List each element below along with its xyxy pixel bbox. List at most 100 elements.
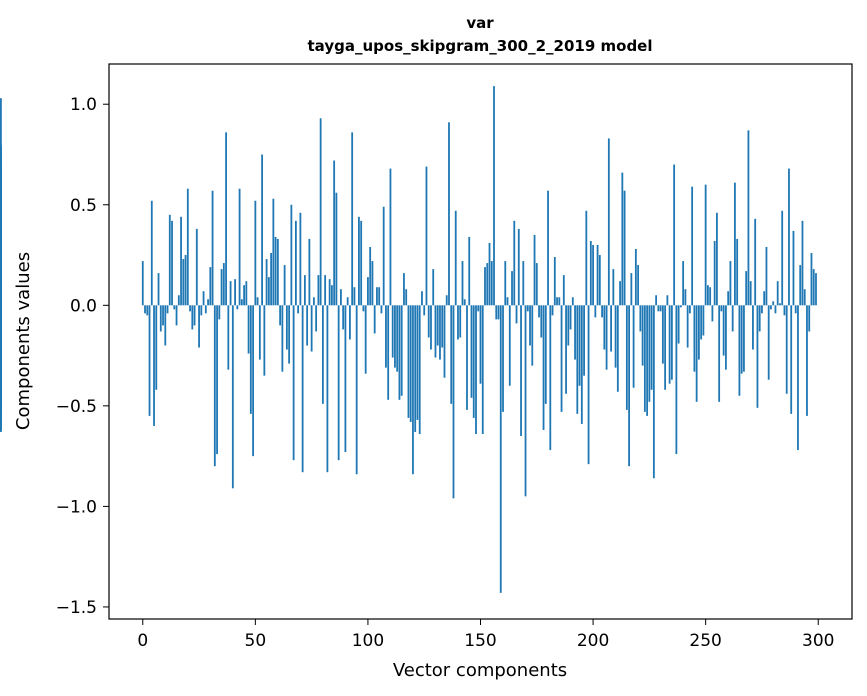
bar bbox=[810, 253, 813, 306]
bar bbox=[207, 299, 209, 306]
bar bbox=[668, 305, 671, 384]
bar bbox=[614, 305, 617, 368]
bar bbox=[182, 259, 185, 306]
y-tick-label: −1.0 bbox=[56, 497, 97, 517]
bar bbox=[508, 305, 511, 386]
bar bbox=[166, 305, 169, 314]
bar bbox=[445, 295, 448, 306]
bar bbox=[475, 305, 477, 434]
y-tick-label: −1.5 bbox=[56, 598, 97, 618]
bar bbox=[175, 305, 178, 326]
bar bbox=[414, 305, 417, 432]
bar bbox=[596, 244, 599, 306]
bar bbox=[763, 291, 766, 306]
bar bbox=[364, 305, 367, 374]
bar bbox=[229, 281, 232, 306]
bar bbox=[378, 287, 381, 306]
bar bbox=[524, 305, 527, 497]
bar bbox=[774, 305, 777, 314]
bar bbox=[490, 261, 493, 306]
bar bbox=[686, 305, 689, 348]
bar bbox=[657, 305, 660, 312]
bar bbox=[583, 305, 585, 376]
bar bbox=[315, 305, 318, 332]
bar bbox=[394, 305, 396, 368]
bar bbox=[643, 305, 646, 412]
bar bbox=[630, 273, 633, 306]
bar bbox=[743, 305, 745, 372]
bar bbox=[270, 253, 273, 306]
bar bbox=[806, 305, 808, 416]
bar bbox=[204, 305, 207, 314]
bar bbox=[423, 305, 426, 316]
bar bbox=[565, 305, 567, 394]
bar bbox=[198, 305, 200, 348]
bar bbox=[321, 305, 324, 404]
bar bbox=[792, 230, 795, 306]
bar bbox=[736, 238, 739, 306]
bar bbox=[351, 132, 354, 306]
bar bbox=[688, 305, 691, 314]
bar bbox=[389, 168, 392, 306]
bar bbox=[655, 295, 658, 306]
bar bbox=[353, 287, 356, 306]
bar bbox=[484, 267, 486, 306]
bar bbox=[729, 261, 732, 306]
bar bbox=[511, 271, 513, 306]
bar bbox=[560, 305, 563, 412]
bar bbox=[754, 218, 757, 306]
bar bbox=[711, 305, 714, 322]
bar bbox=[331, 285, 333, 306]
bar bbox=[731, 305, 734, 332]
bar bbox=[432, 269, 435, 306]
bar bbox=[673, 164, 676, 306]
bar bbox=[781, 210, 784, 306]
bar bbox=[803, 289, 806, 306]
bar bbox=[421, 291, 423, 306]
bar bbox=[448, 122, 450, 306]
bar bbox=[171, 220, 173, 306]
bar bbox=[549, 305, 552, 451]
bar bbox=[186, 188, 189, 306]
bar bbox=[610, 305, 612, 352]
bar bbox=[637, 265, 640, 306]
bar bbox=[738, 305, 741, 396]
bar bbox=[770, 305, 772, 310]
bar bbox=[531, 305, 534, 366]
bar bbox=[349, 305, 351, 340]
bar bbox=[587, 305, 590, 465]
bar bbox=[303, 275, 306, 306]
bar bbox=[290, 204, 293, 306]
bar bbox=[252, 305, 254, 457]
bar bbox=[574, 305, 576, 360]
bar bbox=[418, 305, 421, 434]
bar bbox=[481, 305, 484, 434]
bar bbox=[405, 289, 408, 306]
bar bbox=[589, 240, 592, 306]
bar bbox=[547, 190, 549, 306]
bar bbox=[439, 305, 441, 360]
bar bbox=[515, 305, 518, 324]
bar bbox=[150, 200, 153, 306]
bar bbox=[666, 295, 669, 306]
bar bbox=[727, 291, 730, 306]
bar bbox=[326, 305, 329, 473]
bar bbox=[337, 305, 340, 461]
bar bbox=[398, 305, 401, 400]
bar bbox=[468, 236, 471, 306]
bars-group bbox=[0, 86, 817, 593]
bar bbox=[376, 287, 378, 306]
bar bbox=[619, 281, 621, 306]
x-tick-label: 200 bbox=[577, 631, 609, 651]
bar bbox=[400, 305, 403, 396]
bar bbox=[346, 297, 349, 306]
bar bbox=[301, 305, 304, 473]
bar bbox=[734, 182, 736, 306]
bar bbox=[292, 305, 295, 461]
bar bbox=[607, 138, 610, 306]
bar bbox=[177, 295, 180, 306]
bar bbox=[457, 305, 459, 340]
bar bbox=[571, 297, 574, 306]
bar bbox=[434, 305, 437, 358]
bar bbox=[430, 305, 432, 350]
